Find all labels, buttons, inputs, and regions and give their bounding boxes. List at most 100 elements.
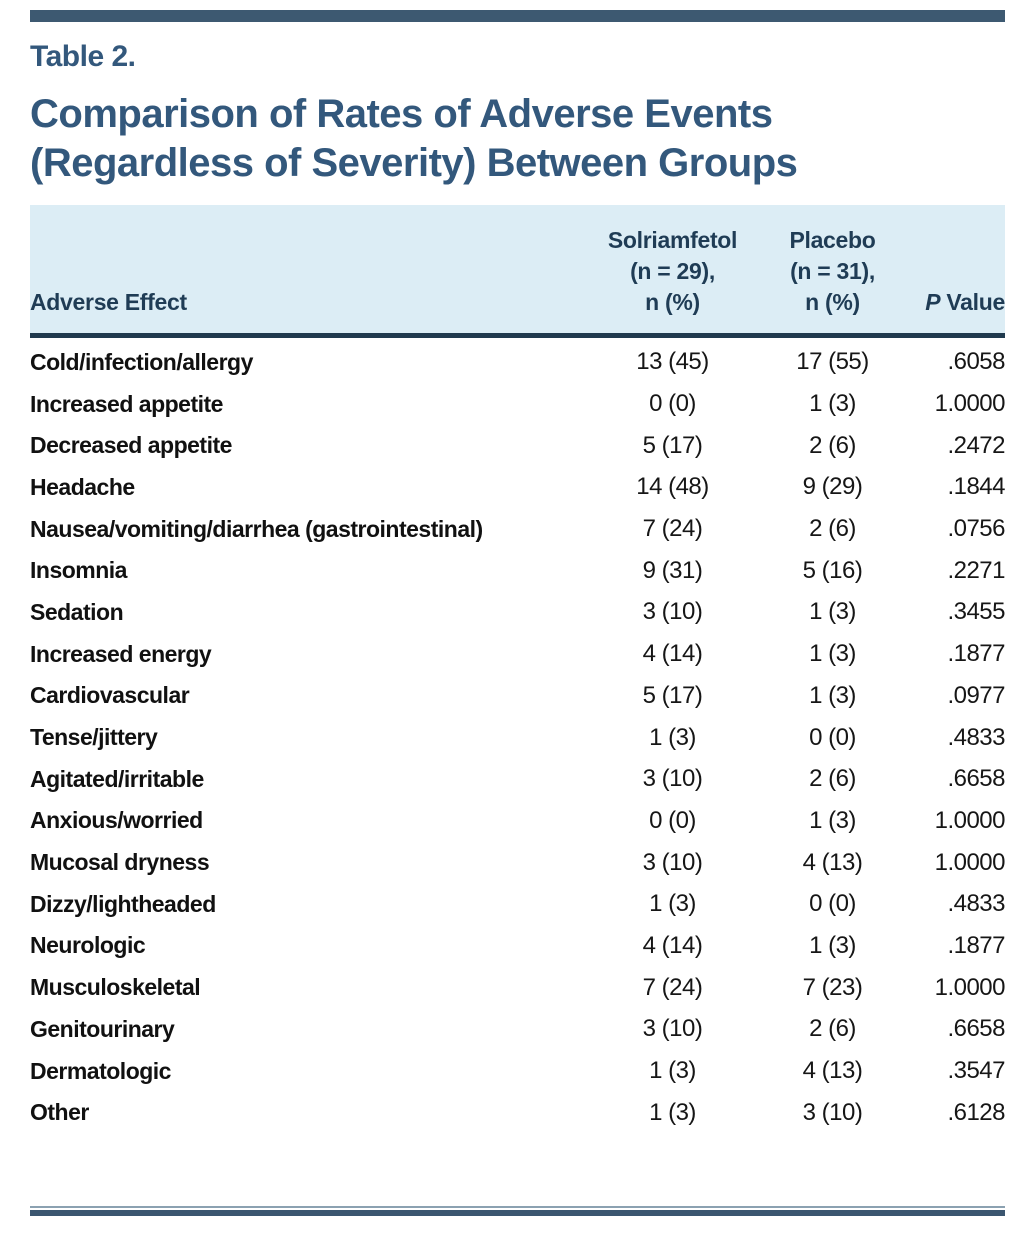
table-row: Other 1 (3) 3 (10) .6128 <box>30 1092 1006 1134</box>
p-value-cell: .4833 <box>947 890 1005 918</box>
table-number-kicker: Table 2. <box>30 40 136 73</box>
effect-cell: Genitourinary <box>30 1015 175 1042</box>
effect-cell: Dermatologic <box>30 1057 171 1084</box>
placebo-cell: 0 (0) <box>809 723 856 751</box>
table-row: Insomnia 9 (31) 5 (16) .2271 <box>30 550 1006 592</box>
solriamfetol-cell: 0 (0) <box>649 390 696 418</box>
p-value-cell: .3455 <box>947 598 1005 626</box>
solriamfetol-cell: 14 (48) <box>636 473 709 501</box>
table-figure: Table 2. Comparison of Rates of Adverse … <box>30 0 1006 1216</box>
solriamfetol-cell: 13 (45) <box>636 348 709 376</box>
placebo-cell: 17 (55) <box>796 348 869 376</box>
solriamfetol-cell: 1 (3) <box>649 890 696 918</box>
table-title-line-1: Comparison of Rates of Adverse Events <box>30 92 773 136</box>
table-row: Dizzy/lightheaded 1 (3) 0 (0) .4833 <box>30 883 1006 925</box>
bottom-thick-rule <box>30 1209 1005 1216</box>
solriamfetol-cell: 3 (10) <box>642 848 703 876</box>
placebo-cell: 1 (3) <box>809 640 856 668</box>
p-value-cell: 1.0000 <box>934 806 1006 834</box>
p-value-cell: .6658 <box>947 765 1005 793</box>
solriamfetol-cell: 3 (10) <box>642 1015 703 1043</box>
effect-cell: Musculoskeletal <box>30 974 201 1001</box>
placebo-cell: 2 (6) <box>809 1015 856 1043</box>
solriamfetol-cell: 5 (17) <box>642 431 703 459</box>
effect-cell: Other <box>30 1099 89 1126</box>
p-value-cell: .1877 <box>947 931 1005 959</box>
placebo-cell: 1 (3) <box>809 598 856 626</box>
table-row: Headache 14 (48) 9 (29) .1844 <box>30 467 1006 509</box>
solriamfetol-header-line-1: Solriamfetol <box>607 226 738 253</box>
p-value-cell: 1.0000 <box>934 973 1006 1001</box>
placebo-header-line-2: (n = 31), <box>790 257 875 284</box>
effect-cell: Agitated/irritable <box>30 765 204 792</box>
adverse-events-table: Adverse Effect Solriamfetol (n = 29), n … <box>30 205 1006 1134</box>
p-value-cell: .2271 <box>947 556 1005 584</box>
solriamfetol-cell: 4 (14) <box>642 931 703 959</box>
p-value-header-rest: Value <box>940 288 1005 315</box>
column-header-solriamfetol: Solriamfetol (n = 29), n (%) <box>575 205 770 338</box>
placebo-cell: 2 (6) <box>809 431 856 459</box>
table-row: Tense/jittery 1 (3) 0 (0) .4833 <box>30 717 1006 759</box>
effect-cell: Headache <box>30 473 135 500</box>
placebo-header-line-3: n (%) <box>805 288 860 315</box>
placebo-cell: 4 (13) <box>802 1057 863 1085</box>
placebo-cell: 4 (13) <box>802 848 863 876</box>
table-row: Agitated/irritable 3 (10) 2 (6) .6658 <box>30 758 1006 800</box>
placebo-cell: 2 (6) <box>809 765 856 793</box>
solriamfetol-cell: 9 (31) <box>642 556 703 584</box>
effect-cell: Mucosal dryness <box>30 849 210 876</box>
table-row: Anxious/worried 0 (0) 1 (3) 1.0000 <box>30 800 1006 842</box>
table-header: Adverse Effect Solriamfetol (n = 29), n … <box>30 205 1005 338</box>
table-row: Sedation 3 (10) 1 (3) .3455 <box>30 592 1006 634</box>
p-value-cell: .2472 <box>947 431 1005 459</box>
effect-cell: Nausea/vomiting/diarrhea (gastrointestin… <box>30 515 483 542</box>
p-value-cell: .4833 <box>947 723 1005 751</box>
p-value-cell: .3547 <box>947 1057 1005 1085</box>
effect-cell: Cold/infection/allergy <box>30 348 253 375</box>
table-row: Cold/infection/allergy 13 (45) 17 (55) .… <box>30 335 1006 383</box>
column-header-p-value: P Value <box>895 205 1005 338</box>
table-row: Decreased appetite 5 (17) 2 (6) .2472 <box>30 425 1006 467</box>
placebo-cell: 1 (3) <box>809 681 856 709</box>
table-body: Cold/infection/allergy 13 (45) 17 (55) .… <box>30 335 1006 1134</box>
table-row: Neurologic 4 (14) 1 (3) .1877 <box>30 925 1006 967</box>
solriamfetol-cell: 1 (3) <box>649 1057 696 1085</box>
placebo-cell: 5 (16) <box>802 556 863 584</box>
p-value-header-italic-p: P <box>925 288 941 315</box>
effect-cell: Anxious/worried <box>30 807 203 834</box>
effect-cell: Increased appetite <box>30 390 223 417</box>
table-row: Genitourinary 3 (10) 2 (6) .6658 <box>30 1009 1006 1051</box>
p-value-cell: .6128 <box>947 1098 1005 1126</box>
p-value-cell: 1.0000 <box>934 390 1006 418</box>
placebo-cell: 9 (29) <box>802 473 863 501</box>
effect-cell: Decreased appetite <box>30 432 232 459</box>
effect-cell: Neurologic <box>30 932 146 959</box>
placebo-cell: 1 (3) <box>809 806 856 834</box>
solriamfetol-cell: 1 (3) <box>649 723 696 751</box>
effect-cell: Cardiovascular <box>30 682 190 709</box>
adverse-events-table-container: Adverse Effect Solriamfetol (n = 29), n … <box>30 205 1006 1134</box>
solriamfetol-cell: 7 (24) <box>642 515 703 543</box>
placebo-header-line-1: Placebo <box>789 226 876 253</box>
placebo-cell: 1 (3) <box>809 390 856 418</box>
table-title-line-2: (Regardless of Severity) Between Groups <box>30 141 798 185</box>
effect-cell: Increased energy <box>30 640 212 667</box>
solriamfetol-header-line-3: n (%) <box>645 288 700 315</box>
table-row: Mucosal dryness 3 (10) 4 (13) 1.0000 <box>30 842 1006 884</box>
table-row: Cardiovascular 5 (17) 1 (3) .0977 <box>30 675 1006 717</box>
solriamfetol-cell: 0 (0) <box>649 806 696 834</box>
solriamfetol-cell: 3 (10) <box>642 765 703 793</box>
p-value-cell: .0977 <box>947 681 1005 709</box>
placebo-cell: 3 (10) <box>802 1098 863 1126</box>
column-header-adverse-effect: Adverse Effect <box>30 205 575 338</box>
table-row: Increased energy 4 (14) 1 (3) .1877 <box>30 633 1006 675</box>
p-value-cell: .6658 <box>947 1015 1005 1043</box>
placebo-cell: 0 (0) <box>809 890 856 918</box>
solriamfetol-cell: 5 (17) <box>642 681 703 709</box>
solriamfetol-cell: 1 (3) <box>649 1098 696 1126</box>
placebo-cell: 7 (23) <box>802 973 863 1001</box>
effect-cell: Sedation <box>30 598 124 625</box>
p-value-cell: .1844 <box>947 473 1005 501</box>
table-row: Increased appetite 0 (0) 1 (3) 1.0000 <box>30 383 1006 425</box>
